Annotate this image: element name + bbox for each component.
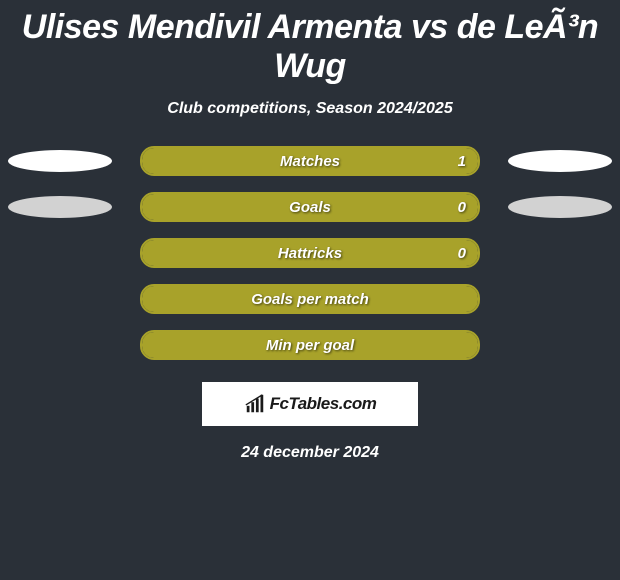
stat-bar: Min per goal (140, 330, 480, 360)
subtitle: Club competitions, Season 2024/2025 (0, 100, 620, 118)
stat-bar: Goals 0 (140, 192, 480, 222)
date-text: 24 december 2024 (0, 444, 620, 462)
logo-text: FcTables.com (270, 394, 377, 414)
bar-chart-icon (244, 393, 266, 415)
stat-value: 1 (458, 153, 466, 170)
stat-label: Goals per match (251, 291, 369, 308)
stat-label: Matches (280, 153, 340, 170)
stat-label: Goals (289, 199, 331, 216)
left-ellipse (8, 196, 112, 218)
stat-value: 0 (458, 199, 466, 216)
stat-row: Goals 0 (0, 192, 620, 222)
left-ellipse (8, 150, 112, 172)
stat-label: Min per goal (266, 337, 354, 354)
right-ellipse (508, 196, 612, 218)
stat-bar: Goals per match (140, 284, 480, 314)
stats-container: Matches 1 Goals 0 Hattricks 0 Goals per match M… (0, 146, 620, 360)
stat-row: Min per goal (0, 330, 620, 360)
stat-bar: Matches 1 (140, 146, 480, 176)
stat-value: 0 (458, 245, 466, 262)
stat-row: Hattricks 0 (0, 238, 620, 268)
stat-row: Goals per match (0, 284, 620, 314)
page-title: Ulises Mendivil Armenta vs de LeÃ³n Wug (0, 0, 620, 86)
stat-label: Hattricks (278, 245, 342, 262)
stat-row: Matches 1 (0, 146, 620, 176)
logo-box: FcTables.com (202, 382, 418, 426)
right-ellipse (508, 150, 612, 172)
stat-bar: Hattricks 0 (140, 238, 480, 268)
